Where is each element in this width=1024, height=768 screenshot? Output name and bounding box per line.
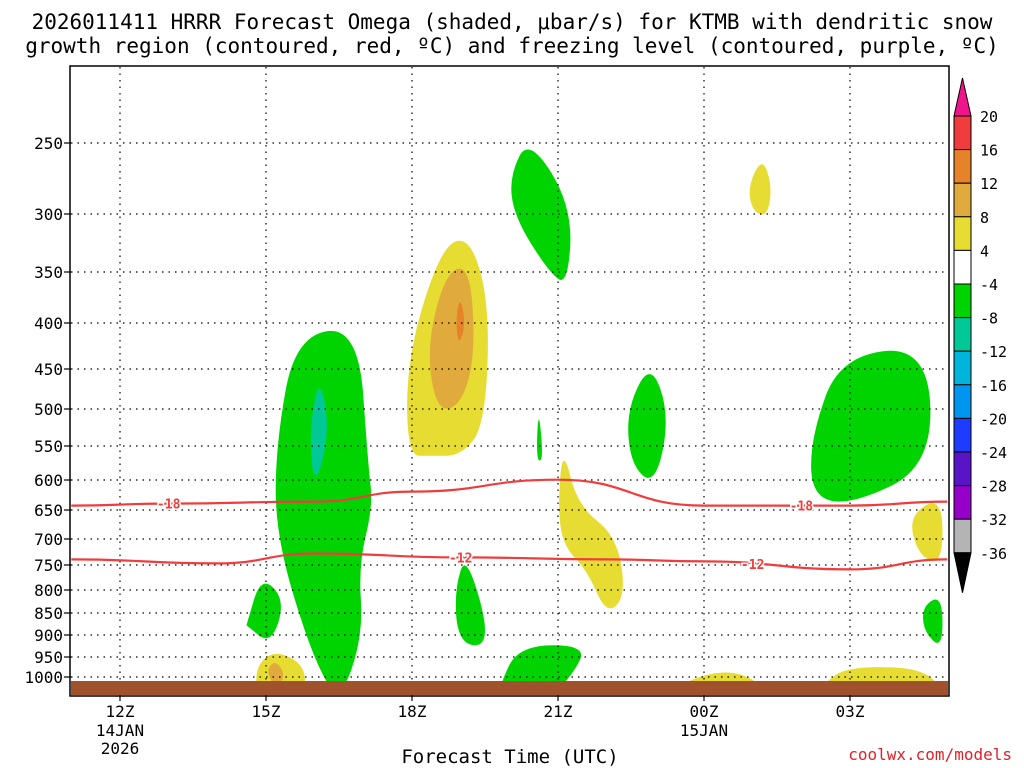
y-tick-label-350: 350 xyxy=(34,263,63,282)
colorbar-label-12: -32 xyxy=(980,511,1007,529)
x-axis-title: Forecast Time (UTC) xyxy=(401,746,618,768)
colorbar-swatch-12 xyxy=(953,518,972,554)
x-tick-label-03Z: 03Z xyxy=(836,702,865,721)
colorbar-swatch-7 xyxy=(953,350,972,386)
plot-frame xyxy=(69,65,950,697)
y-tick-label-500: 500 xyxy=(34,400,63,419)
colorbar-label-9: -20 xyxy=(980,410,1007,428)
contour-dgz-top xyxy=(71,478,948,507)
x-tick-date-00Z: 15JAN xyxy=(680,721,728,740)
y-tick-label-850: 850 xyxy=(34,604,63,623)
omega-region--4-8 xyxy=(811,350,931,502)
colorbar-swatch-2 xyxy=(953,182,972,218)
colorbar: 20 16 12 8 4 -4 -8 -12 -16 -20 -24 -28 -32 -36 xyxy=(953,77,1007,593)
omega-shading xyxy=(246,149,943,695)
credit-text: coolwx.com/models xyxy=(848,745,1012,764)
omega-region--8-1 xyxy=(310,388,327,476)
x-tick-label-12Z: 12Z xyxy=(106,702,135,721)
omega-region--4-6 xyxy=(246,583,281,639)
omega-region--4-5 xyxy=(455,565,485,646)
omega-region-4-20 xyxy=(824,667,942,695)
y-tick-label-600: 600 xyxy=(34,471,63,490)
x-tick-label-00Z: 00Z xyxy=(690,702,719,721)
contour-dgz-bottom xyxy=(71,552,948,571)
colorbar-swatch-10 xyxy=(953,451,972,487)
y-tick-label-700: 700 xyxy=(34,530,63,549)
chart-title-line-1: 2026011411 HRRR Forecast Omega (shaded, … xyxy=(31,10,993,34)
ground-surface xyxy=(71,681,948,695)
colorbar-over-triangle xyxy=(953,77,972,117)
omega-region--4-0 xyxy=(275,330,372,690)
omega-region--4-4 xyxy=(537,419,542,461)
contour-label-dgz-bottom-0: -12 xyxy=(449,551,472,566)
y-tick-label-800: 800 xyxy=(34,581,63,600)
contour-label-dgz-top-0: -18 xyxy=(157,498,181,513)
y-tick-label-750: 750 xyxy=(34,556,63,575)
omega-region--4-9 xyxy=(923,599,943,643)
y-tick-label-550: 550 xyxy=(34,437,63,456)
colorbar-label-5: -4 xyxy=(980,276,998,294)
y-tick-label-250: 250 xyxy=(34,134,63,153)
contour-label-dgz-bottom-1: -12 xyxy=(741,558,764,573)
colorbar-label-6: -8 xyxy=(980,310,998,328)
y-tick-label-1000: 1000 xyxy=(24,668,63,687)
omega-region-12-12 xyxy=(456,302,465,341)
colorbar-label-8: -16 xyxy=(980,377,1007,395)
colorbar-label-13: -36 xyxy=(980,545,1007,563)
colorbar-label-0: 20 xyxy=(980,108,998,126)
colorbar-swatch-5 xyxy=(953,283,972,319)
colorbar-label-10: -24 xyxy=(980,444,1007,462)
omega-region-4-14 xyxy=(559,460,623,609)
omega-region--4-3 xyxy=(628,374,666,478)
colorbar-swatch-1 xyxy=(953,149,972,184)
y-tick-label-450: 450 xyxy=(34,360,63,379)
y-tick-label-300: 300 xyxy=(34,205,63,224)
y-tick-label-400: 400 xyxy=(34,314,63,333)
colorbar-under-triangle xyxy=(953,552,972,593)
omega-region-8-17 xyxy=(268,663,284,686)
grid-lines xyxy=(71,67,948,695)
chart-title-line-2: growth region (contoured, red, ºC) and f… xyxy=(25,34,999,58)
colorbar-swatch-3 xyxy=(953,216,972,251)
colorbar-label-2: 12 xyxy=(980,175,998,193)
colorbar-label-1: 16 xyxy=(980,142,998,160)
contour-label-dgz-top-1: -18 xyxy=(790,500,814,515)
y-axis: 250 300 350 400 450 500 550 600 650 700 750 800 850 9… xyxy=(24,134,71,687)
colorbar-swatch-8 xyxy=(953,384,972,419)
x-tick-label-18Z: 18Z xyxy=(398,702,427,721)
y-tick-label-950: 950 xyxy=(34,648,63,667)
colorbar-swatch-6 xyxy=(953,317,972,352)
y-tick-label-650: 650 xyxy=(34,501,63,520)
omega-region--4-2 xyxy=(511,149,571,280)
colorbar-label-4: 4 xyxy=(980,242,989,260)
colorbar-swatch-11 xyxy=(953,485,972,520)
x-tick-year-12Z: 2026 xyxy=(101,739,140,758)
x-tick-label-21Z: 21Z xyxy=(544,702,573,721)
x-tick-date-12Z: 14JAN xyxy=(96,721,144,740)
omega-region-4-15 xyxy=(912,503,943,562)
colorbar-swatch-9 xyxy=(953,417,972,453)
colorbar-swatch-0 xyxy=(953,115,972,151)
colorbar-label-7: -12 xyxy=(980,343,1007,361)
omega-region-4-13 xyxy=(749,164,771,215)
colorbar-label-11: -28 xyxy=(980,478,1007,496)
y-tick-label-900: 900 xyxy=(34,626,63,645)
omega-region-8-11 xyxy=(429,268,474,409)
colorbar-label-3: 8 xyxy=(980,209,989,227)
colorbar-swatch-4 xyxy=(953,249,972,285)
x-tick-label-15Z: 15Z xyxy=(252,702,281,721)
